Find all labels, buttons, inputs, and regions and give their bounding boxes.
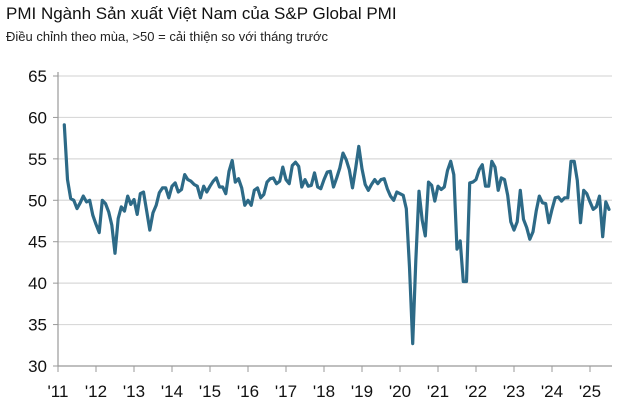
x-tick-label: '23 — [503, 382, 525, 401]
x-tick-label: '11 — [48, 382, 69, 401]
y-tick-label: 45 — [28, 233, 47, 252]
x-tick-label: '12 — [85, 382, 107, 401]
x-tick-label: '18 — [313, 382, 335, 401]
chart-title: PMI Ngành Sản xuất Việt Nam của S&P Glob… — [6, 4, 397, 23]
x-tick-label: '21 — [427, 382, 449, 401]
y-tick-label: 55 — [28, 150, 47, 169]
x-tick-label: '14 — [161, 382, 183, 401]
y-tick-label: 35 — [28, 316, 47, 335]
y-tick-label: 65 — [28, 67, 47, 86]
y-tick-label: 50 — [28, 191, 47, 210]
x-tick-label: '19 — [351, 382, 373, 401]
x-tick-label: '13 — [123, 382, 145, 401]
x-tick-label: '17 — [275, 382, 297, 401]
pmi-series-line — [62, 123, 611, 346]
x-tick-label: '16 — [237, 382, 259, 401]
y-tick-label: 30 — [28, 357, 47, 376]
y-tick-label: 60 — [28, 108, 47, 127]
x-tick-label: '25 — [579, 382, 601, 401]
x-tick-label: '15 — [199, 382, 221, 401]
x-tick-label: '24 — [541, 382, 563, 401]
x-tick-label: '20 — [389, 382, 411, 401]
x-tick-label: '22 — [465, 382, 487, 401]
chart-subtitle: Điều chỉnh theo mùa, >50 = cải thiện so … — [6, 29, 329, 44]
y-tick-label: 40 — [28, 274, 47, 293]
